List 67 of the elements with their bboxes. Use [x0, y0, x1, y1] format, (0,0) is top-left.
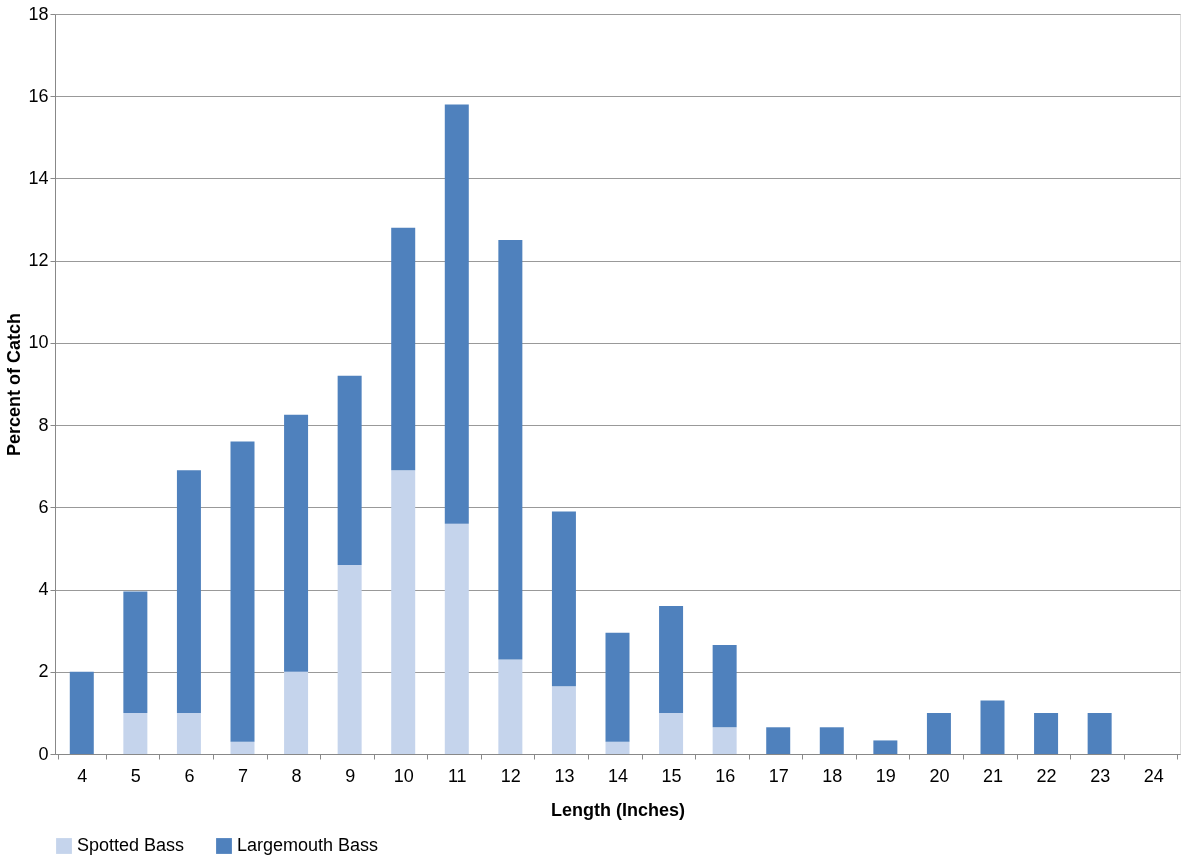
bar	[766, 727, 791, 754]
bar	[819, 727, 844, 754]
y-tick-label: 0	[38, 743, 49, 764]
x-tick-label: 22	[1036, 765, 1057, 786]
bar	[551, 686, 576, 754]
bar	[498, 240, 523, 660]
x-tick-label: 5	[130, 765, 141, 786]
y-tick-label: 4	[38, 579, 49, 600]
bar	[926, 712, 951, 754]
x-tick-label: 7	[237, 765, 249, 786]
x-tick-label: 23	[1090, 765, 1111, 786]
x-tick-label: 17	[768, 765, 789, 786]
bar	[176, 470, 201, 713]
bar	[337, 564, 362, 754]
bar	[551, 511, 576, 687]
bar	[444, 523, 469, 754]
y-axis-title: Percent of Catch	[4, 312, 25, 457]
legend-label: Largemouth Bass	[237, 835, 379, 855]
y-tick-label: 14	[28, 167, 49, 188]
bar	[1087, 712, 1112, 754]
bar	[123, 712, 148, 754]
bar	[69, 671, 94, 754]
x-tick-label: 12	[500, 765, 521, 786]
y-tick-label: 2	[38, 661, 49, 682]
bar	[444, 104, 469, 524]
bar	[659, 712, 684, 754]
y-tick-label: 18	[28, 3, 49, 24]
y-tick-label: 16	[28, 85, 49, 106]
x-tick-label: 19	[875, 765, 896, 786]
x-axis-title: Length (Inches)	[551, 799, 685, 820]
x-tick-label: 8	[291, 765, 302, 786]
bar	[712, 727, 737, 754]
y-tick-label: 10	[28, 332, 49, 353]
x-tick-label: 14	[607, 765, 629, 786]
bar	[230, 441, 255, 742]
x-tick-label: 15	[661, 765, 682, 786]
x-tick-label: 13	[554, 765, 575, 786]
x-tick-label: 24	[1143, 765, 1164, 786]
bar	[176, 712, 201, 754]
bar	[980, 700, 1005, 754]
x-tick-label: 6	[184, 765, 195, 786]
bar	[123, 591, 148, 713]
bar	[391, 470, 416, 754]
bar	[498, 659, 523, 754]
x-tick-label: 18	[822, 765, 843, 786]
x-tick-label: 9	[345, 765, 356, 786]
bar	[873, 740, 898, 754]
x-tick-label: 11	[447, 765, 467, 786]
bar	[1034, 712, 1059, 754]
bar	[230, 741, 255, 754]
x-tick-label: 20	[929, 765, 950, 786]
x-tick-label: 4	[77, 765, 88, 786]
x-tick-label: 21	[982, 765, 1004, 786]
bar	[712, 645, 737, 728]
x-tick-label: 16	[715, 765, 736, 786]
bar	[391, 227, 416, 471]
bar	[284, 671, 309, 754]
bar	[659, 606, 684, 713]
y-tick-label: 6	[38, 496, 49, 517]
y-tick-label: 12	[28, 250, 49, 271]
bar	[605, 632, 630, 742]
bar	[337, 375, 362, 565]
legend-label: Spotted Bass	[77, 835, 185, 855]
bar	[605, 741, 630, 754]
x-tick-label: 10	[393, 765, 414, 786]
y-tick-label: 8	[38, 414, 49, 435]
bar	[284, 414, 309, 672]
